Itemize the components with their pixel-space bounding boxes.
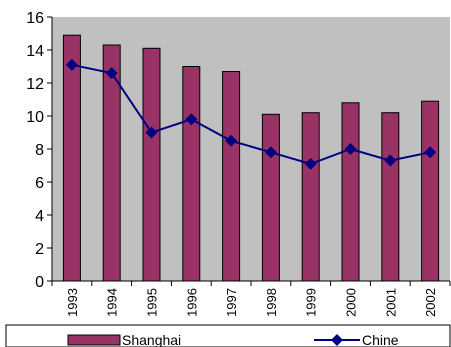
y-tick-label-0: 0 [35, 274, 44, 291]
point-chine-1993 [65, 58, 78, 71]
x-tick-label-1994: 1994 [105, 288, 120, 317]
legend-marker-chine [331, 334, 343, 346]
point-chine-1996 [185, 113, 198, 126]
point-chine-2001 [384, 154, 397, 167]
bar-2000 [341, 102, 360, 282]
legend-label-chine: Chine [362, 332, 399, 347]
legend-swatch-shanghai [67, 334, 121, 346]
x-tick-label-1995: 1995 [145, 288, 160, 317]
y-tick-label-6: 6 [35, 175, 44, 192]
bar-1998 [261, 113, 280, 282]
x-tick-label-2002: 2002 [423, 288, 438, 317]
x-tick-label-1997: 1997 [224, 288, 239, 317]
legend: Shanghai Chine [5, 324, 451, 347]
y-tick-group: 0 2 4 6 8 10 12 14 16 [26, 10, 52, 291]
x-tick-label-1998: 1998 [264, 288, 279, 317]
y-tick-label-14: 14 [26, 43, 44, 60]
point-chine-1995 [145, 126, 158, 139]
x-tick-label-1999: 1999 [304, 288, 319, 317]
bar-1997 [222, 71, 241, 282]
x-tick-label-2000: 2000 [344, 288, 359, 317]
y-tick-label-16: 16 [26, 10, 44, 27]
point-chine-2000 [344, 143, 357, 155]
legend-label-shanghai: Shanghai [122, 332, 181, 347]
y-tick-label-4: 4 [35, 208, 44, 225]
bar-1999 [301, 112, 320, 282]
y-tick-label-8: 8 [35, 142, 44, 159]
bar-2001 [381, 112, 400, 282]
line-chine [71, 63, 431, 165]
bar-1996 [182, 66, 201, 282]
x-tick-label-1993: 1993 [65, 288, 80, 317]
y-tick-label-12: 12 [26, 76, 44, 93]
y-tick-label-2: 2 [35, 241, 44, 258]
y-tick-label-10: 10 [26, 109, 44, 126]
x-tick-label-1996: 1996 [184, 288, 199, 317]
bar-1995 [142, 47, 161, 282]
bar-1993 [62, 34, 81, 282]
point-chine-1994 [105, 67, 118, 80]
bar-2002 [421, 100, 440, 282]
x-tick-label-2001: 2001 [383, 288, 398, 317]
point-chine-1998 [264, 146, 277, 159]
x-tick-group: 1993 1994 1995 1996 1997 1998 1999 2000 2001 2002 [51, 281, 451, 317]
point-chine-1999 [304, 157, 317, 170]
point-chine-1997 [225, 134, 238, 147]
point-chine-2002 [424, 146, 437, 159]
line-group [65, 58, 437, 170]
